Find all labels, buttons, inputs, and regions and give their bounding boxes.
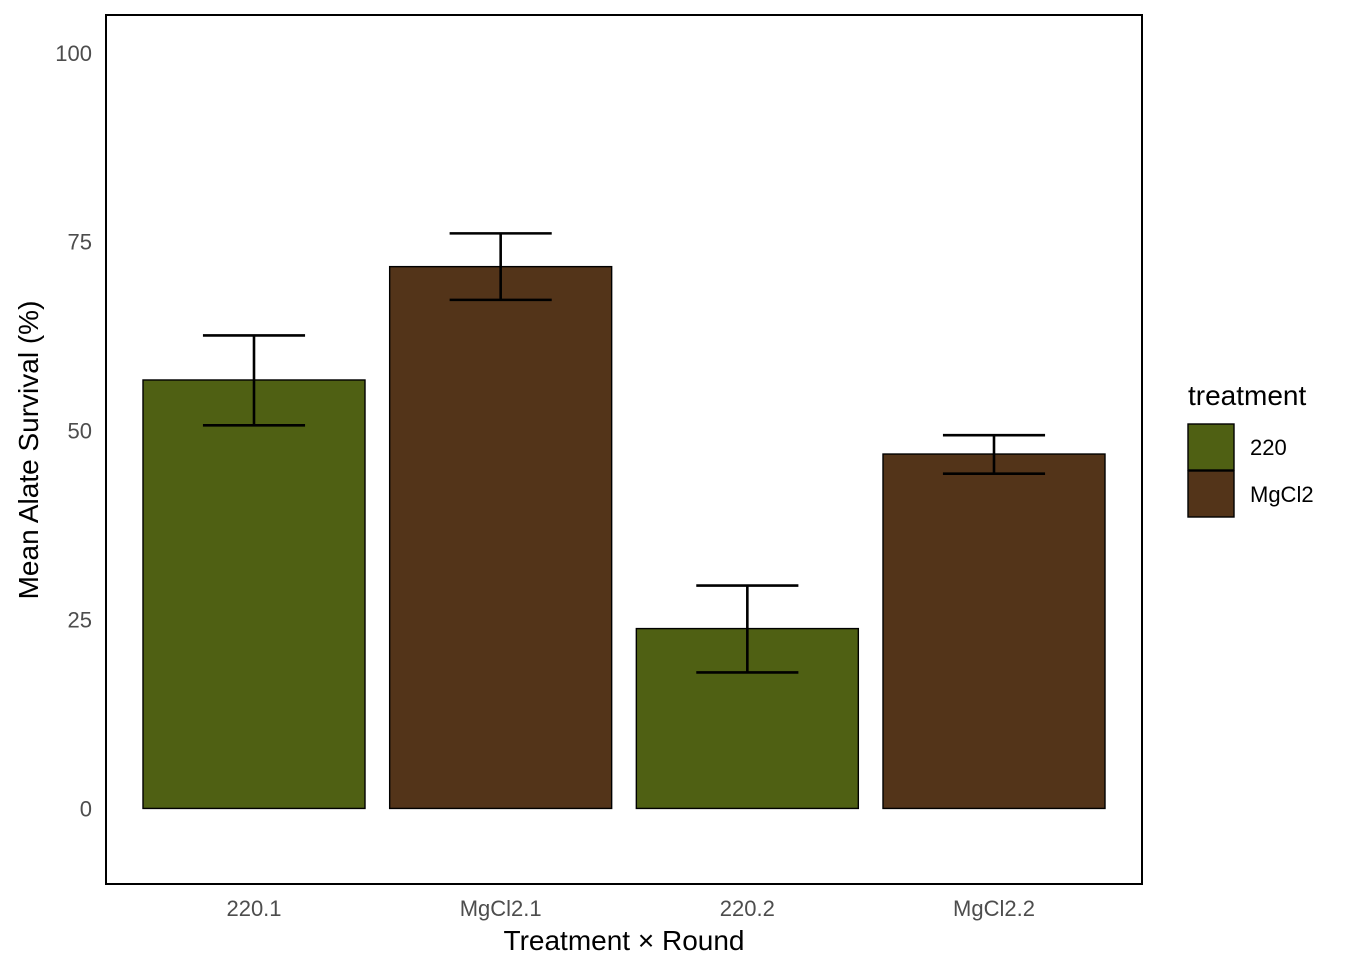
legend-key-MgCl2	[1187, 470, 1235, 518]
x-tick-label: MgCl2.2	[953, 896, 1035, 921]
legend-label: 220	[1250, 435, 1287, 460]
legend-title: treatment	[1188, 380, 1306, 411]
y-tick-label: 75	[68, 230, 92, 255]
legend-label: MgCl2	[1250, 482, 1314, 507]
bar-220.1	[142, 379, 366, 810]
x-tick-label: MgCl2.1	[460, 896, 542, 921]
x-tick-label: 220.2	[720, 896, 775, 921]
y-tick-label: 25	[68, 608, 92, 633]
y-axis-title: Mean Alate Survival (%)	[13, 301, 44, 600]
error-bar-MgCl2.1	[449, 232, 552, 302]
y-tick-label: 100	[55, 41, 92, 66]
legend-key-220	[1187, 423, 1235, 471]
bars-layer	[142, 265, 1106, 810]
legend-entries: 220 MgCl2	[1187, 423, 1314, 518]
y-axis-ticks: 0 25 50 75 100	[55, 41, 92, 822]
bar-MgCl2.2	[882, 453, 1106, 810]
error-bar-MgCl2.2	[942, 433, 1046, 475]
x-axis-title: Treatment × Round	[504, 925, 745, 956]
bar-MgCl2.1	[388, 265, 613, 810]
y-tick-label: 50	[68, 419, 92, 444]
plot-panel-border	[105, 14, 1143, 885]
error-bar-220.1	[202, 334, 306, 427]
error-bars-layer	[202, 232, 1046, 674]
y-tick-label: 0	[80, 796, 92, 821]
x-axis-ticks: 220.1 MgCl2.1 220.2 MgCl2.2	[226, 896, 1034, 921]
x-tick-label: 220.1	[226, 896, 281, 921]
legend: treatment 220 MgCl2	[1187, 380, 1314, 518]
error-bar-220.2	[696, 584, 799, 674]
